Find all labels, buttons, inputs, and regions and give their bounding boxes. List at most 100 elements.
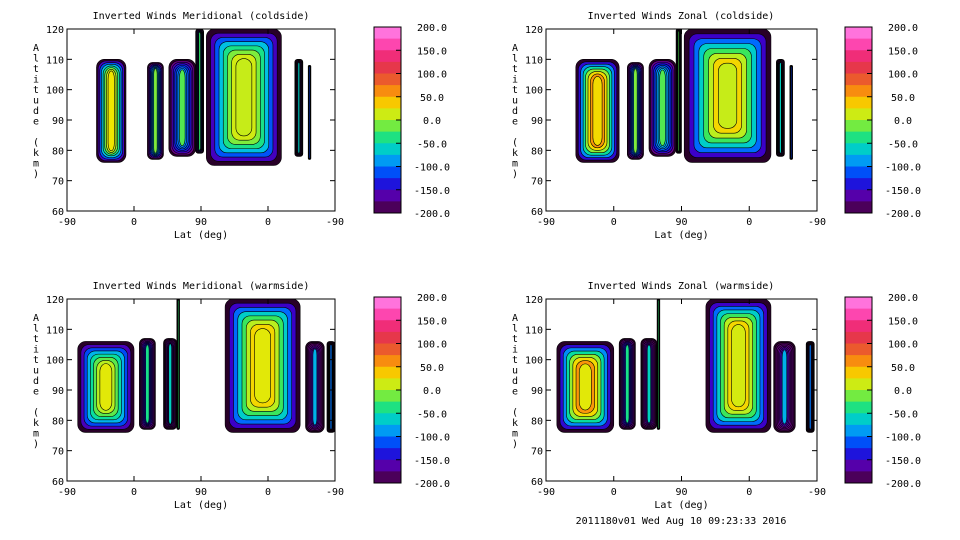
colorbar-bin (845, 448, 872, 461)
colorbar-tick-label: 0.0 (423, 386, 441, 397)
colorbar-tick-label: 50.0 (420, 363, 444, 374)
y-tick-label: 120 (46, 295, 64, 306)
colorbar-bin (374, 355, 401, 368)
x-tick-label: -90 (808, 487, 826, 498)
y-tick-label: 70 (531, 447, 543, 458)
colorbar-bin (374, 401, 401, 414)
colorbar-bin (374, 320, 401, 333)
colorbar-bin (845, 320, 872, 333)
y-tick-label: 100 (525, 86, 543, 97)
x-axis-label: Lat (deg) (174, 500, 228, 511)
colorbar-bin (845, 154, 872, 167)
x-tick-label: 0 (131, 217, 137, 228)
y-tick-label: 110 (46, 55, 64, 66)
colorbar: 200.0 150.0 100.0 50.0 0.0 -50.0 -100.0 -150.0 -… (844, 23, 921, 220)
y-tick-label: 90 (531, 386, 543, 397)
colorbar-tick-label: 200.0 (888, 23, 918, 34)
x-tick-label: -90 (58, 217, 76, 228)
colorbar-bin (845, 178, 872, 191)
colorbar-tick-label: 100.0 (417, 340, 447, 351)
contour-blob (781, 349, 788, 425)
colorbar-bin (374, 413, 401, 426)
chart-title: Inverted Winds Meridional (coldside) (93, 11, 310, 22)
colorbar-bin (374, 390, 401, 403)
colorbar-tick-label: 150.0 (888, 46, 918, 57)
colorbar-tick-label: 0.0 (423, 116, 441, 127)
contour-blob (731, 324, 746, 408)
contour-blob (790, 66, 793, 159)
contour-blob (177, 299, 180, 429)
colorbar-bin (374, 471, 401, 484)
colorbar-bin (374, 189, 401, 202)
contour-blob (646, 344, 652, 424)
y-tick-label: 110 (46, 325, 64, 336)
contour-blob (633, 68, 638, 154)
x-tick-label: 0 (265, 217, 271, 228)
contour-blob (99, 363, 113, 411)
y-tick-label: 90 (531, 116, 543, 127)
contour-blob (625, 344, 630, 424)
colorbar-tick-label: -50.0 (888, 409, 918, 420)
contour-blob (657, 299, 660, 429)
colorbar-bin (374, 61, 401, 74)
colorbar-tick-label: -50.0 (888, 139, 918, 150)
colorbar-tick-label: -200.0 (885, 209, 921, 220)
x-tick-label: 0 (746, 217, 752, 228)
colorbar-bin (374, 120, 401, 133)
colorbar-bin (374, 308, 401, 321)
y-tick-label: 120 (46, 25, 64, 36)
contour-field (96, 29, 312, 166)
y-tick-label: 120 (525, 25, 543, 36)
contour-blob (677, 30, 680, 152)
colorbar-bin (374, 343, 401, 356)
colorbar-bin (374, 73, 401, 86)
contour-field (575, 29, 793, 163)
colorbar-bin (845, 343, 872, 356)
colorbar-bin (374, 108, 401, 121)
y-tick-label: 100 (525, 356, 543, 367)
colorbar-bin (845, 424, 872, 437)
contour-blob (107, 70, 115, 152)
colorbar-bin (374, 131, 401, 144)
colorbar-bin (845, 413, 872, 426)
contour-blob (779, 62, 782, 154)
x-tick-label: 0 (611, 217, 617, 228)
colorbar-bin (845, 73, 872, 86)
colorbar-bin (845, 355, 872, 368)
colorbar-tick-label: 0.0 (894, 386, 912, 397)
x-tick-label: 90 (675, 487, 687, 498)
colorbar-bin (374, 297, 401, 310)
colorbar-bin (845, 166, 872, 179)
footer-text: 2011180v01 Wed Aug 10 09:23:33 2016 (576, 516, 787, 527)
y-tick-label: 120 (525, 295, 543, 306)
colorbar-tick-label: 0.0 (894, 116, 912, 127)
chart-title: Inverted Winds Zonal (warmside) (588, 281, 775, 292)
colorbar-bin (374, 201, 401, 214)
contour-blob (592, 76, 603, 146)
chart-title: Inverted Winds Meridional (warmside) (93, 281, 310, 292)
colorbar-tick-label: -50.0 (417, 139, 447, 150)
colorbar-tick-label: 50.0 (891, 93, 915, 104)
x-tick-label: 90 (195, 487, 207, 498)
colorbar-bin (845, 401, 872, 414)
colorbar-bin (845, 390, 872, 403)
colorbar-bin (374, 331, 401, 344)
colorbar-bin (374, 166, 401, 179)
contour-blob (809, 344, 812, 430)
colorbar-tick-label: 50.0 (420, 93, 444, 104)
colorbar-bin (845, 85, 872, 98)
y-tick-label: 100 (46, 356, 64, 367)
colorbar-bin (845, 131, 872, 144)
y-tick-label: 90 (52, 386, 64, 397)
x-tick-label: 0 (265, 487, 271, 498)
y-tick-label: 70 (531, 177, 543, 188)
colorbar-bin (845, 459, 872, 472)
contour-blob (153, 68, 158, 154)
contour-blob (254, 328, 271, 404)
y-tick-label: 70 (52, 177, 64, 188)
colorbar-bin (845, 120, 872, 133)
colorbar-tick-label: 50.0 (891, 363, 915, 374)
